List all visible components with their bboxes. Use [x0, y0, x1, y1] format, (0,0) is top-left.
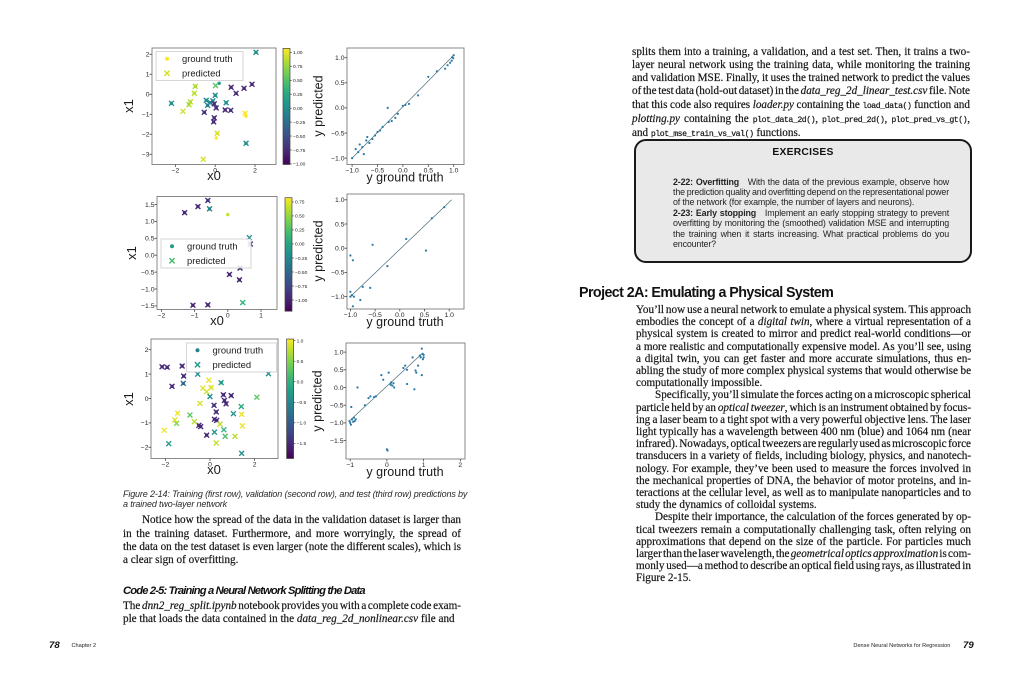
svg-text:1.0: 1.0	[449, 168, 459, 175]
svg-text:0.5: 0.5	[335, 80, 345, 87]
svg-text:−1.5: −1.5	[141, 303, 155, 310]
svg-text:1: 1	[259, 313, 263, 320]
svg-text:−0.5: −0.5	[331, 270, 345, 277]
svg-text:−0.5: −0.5	[331, 130, 345, 137]
svg-text:−0.5: −0.5	[368, 312, 382, 319]
svg-text:−0.25: −0.25	[293, 120, 306, 126]
svg-text:1.00: 1.00	[293, 50, 303, 56]
svg-text:0.00: 0.00	[293, 106, 303, 112]
svg-text:ground truth: ground truth	[187, 240, 238, 251]
svg-text:0.00: 0.00	[295, 242, 305, 248]
svg-text:1.0: 1.0	[334, 349, 344, 356]
svg-text:−1.00: −1.00	[293, 162, 306, 168]
svg-text:−1: −1	[346, 462, 354, 469]
svg-text:−2: −2	[158, 313, 166, 320]
svg-text:−1.0: −1.0	[331, 155, 345, 162]
svg-text:−0.75: −0.75	[295, 284, 308, 290]
svg-text:−0.5: −0.5	[371, 168, 385, 175]
svg-text:2: 2	[253, 168, 257, 175]
svg-text:−0.5: −0.5	[330, 403, 344, 410]
svg-text:0.0: 0.0	[334, 385, 344, 392]
svg-text:−0.5: −0.5	[141, 269, 155, 276]
svg-text:1: 1	[145, 371, 149, 378]
svg-text:1.0: 1.0	[335, 55, 345, 62]
svg-text:0.5: 0.5	[335, 221, 345, 228]
svg-text:0.0: 0.0	[335, 246, 345, 253]
svg-text:−1.0: −1.0	[345, 168, 359, 175]
svg-text:predicted: predicted	[182, 67, 221, 78]
svg-text:2: 2	[253, 462, 257, 469]
svg-text:0.50: 0.50	[295, 214, 305, 220]
svg-text:−1.0: −1.0	[297, 421, 307, 427]
svg-text:1: 1	[422, 462, 426, 469]
svg-text:0: 0	[146, 92, 150, 99]
svg-text:1.0: 1.0	[444, 312, 454, 319]
svg-text:y predicted: y predicted	[312, 75, 326, 136]
svg-text:−1.0: −1.0	[344, 312, 358, 319]
svg-text:0.0: 0.0	[145, 253, 155, 260]
svg-text:0.5: 0.5	[420, 312, 430, 319]
svg-text:−1.5: −1.5	[297, 441, 307, 447]
svg-text:−1.0: −1.0	[330, 420, 344, 427]
svg-text:−2: −2	[141, 445, 149, 452]
svg-text:ground truth: ground truth	[213, 344, 264, 355]
svg-text:0.75: 0.75	[295, 200, 305, 206]
svg-text:0.5: 0.5	[297, 359, 304, 365]
svg-text:−1.0: −1.0	[331, 294, 345, 301]
svg-text:x0: x0	[207, 462, 221, 477]
svg-text:−1: −1	[191, 313, 199, 320]
svg-text:0.50: 0.50	[293, 78, 303, 84]
svg-text:0.75: 0.75	[293, 64, 303, 70]
svg-text:x1: x1	[121, 99, 136, 113]
svg-text:x0: x0	[207, 168, 221, 183]
svg-text:y ground truth: y ground truth	[366, 315, 443, 329]
svg-text:0: 0	[208, 462, 212, 469]
svg-text:2: 2	[145, 347, 149, 354]
svg-text:−0.5: −0.5	[297, 400, 307, 406]
svg-text:0.25: 0.25	[295, 228, 305, 234]
svg-text:−1.5: −1.5	[330, 438, 344, 445]
svg-text:−2: −2	[142, 132, 150, 139]
svg-text:−1.00: −1.00	[295, 298, 308, 304]
svg-text:−1: −1	[142, 112, 150, 119]
svg-text:0.25: 0.25	[293, 92, 303, 98]
svg-text:x1: x1	[121, 392, 136, 406]
svg-text:−0.50: −0.50	[295, 270, 308, 276]
svg-text:−3: −3	[142, 152, 150, 159]
svg-text:−2: −2	[172, 168, 180, 175]
svg-text:predicted: predicted	[187, 255, 226, 266]
svg-text:predicted: predicted	[213, 359, 252, 370]
svg-text:−1.0: −1.0	[141, 286, 155, 293]
svg-text:0.0: 0.0	[398, 168, 408, 175]
svg-text:1.0: 1.0	[335, 197, 345, 204]
svg-text:ground truth: ground truth	[182, 53, 233, 64]
svg-text:1: 1	[146, 72, 150, 79]
svg-text:1.0: 1.0	[297, 338, 304, 344]
svg-text:−2: −2	[162, 462, 170, 469]
svg-text:0.5: 0.5	[334, 367, 344, 374]
svg-text:x0: x0	[210, 313, 224, 328]
svg-text:2: 2	[146, 52, 150, 59]
svg-text:0.5: 0.5	[145, 236, 155, 243]
svg-text:0.0: 0.0	[297, 380, 304, 386]
svg-text:0: 0	[226, 313, 230, 320]
svg-text:y ground truth: y ground truth	[366, 465, 443, 479]
svg-text:0.0: 0.0	[395, 312, 405, 319]
svg-text:1.5: 1.5	[145, 202, 155, 209]
svg-text:1.0: 1.0	[145, 219, 155, 226]
svg-text:0.5: 0.5	[424, 168, 434, 175]
svg-text:0: 0	[213, 168, 217, 175]
svg-text:−0.50: −0.50	[293, 134, 306, 140]
svg-text:−0.75: −0.75	[293, 148, 306, 154]
svg-text:0.0: 0.0	[335, 105, 345, 112]
svg-text:y predicted: y predicted	[311, 370, 325, 431]
svg-text:−1: −1	[141, 420, 149, 427]
svg-text:x1: x1	[124, 246, 139, 260]
svg-text:2: 2	[458, 462, 462, 469]
svg-text:−0.25: −0.25	[295, 256, 308, 262]
svg-text:y predicted: y predicted	[312, 220, 326, 281]
svg-text:0: 0	[385, 462, 389, 469]
svg-text:0: 0	[145, 396, 149, 403]
svg-text:y ground truth: y ground truth	[366, 171, 443, 185]
